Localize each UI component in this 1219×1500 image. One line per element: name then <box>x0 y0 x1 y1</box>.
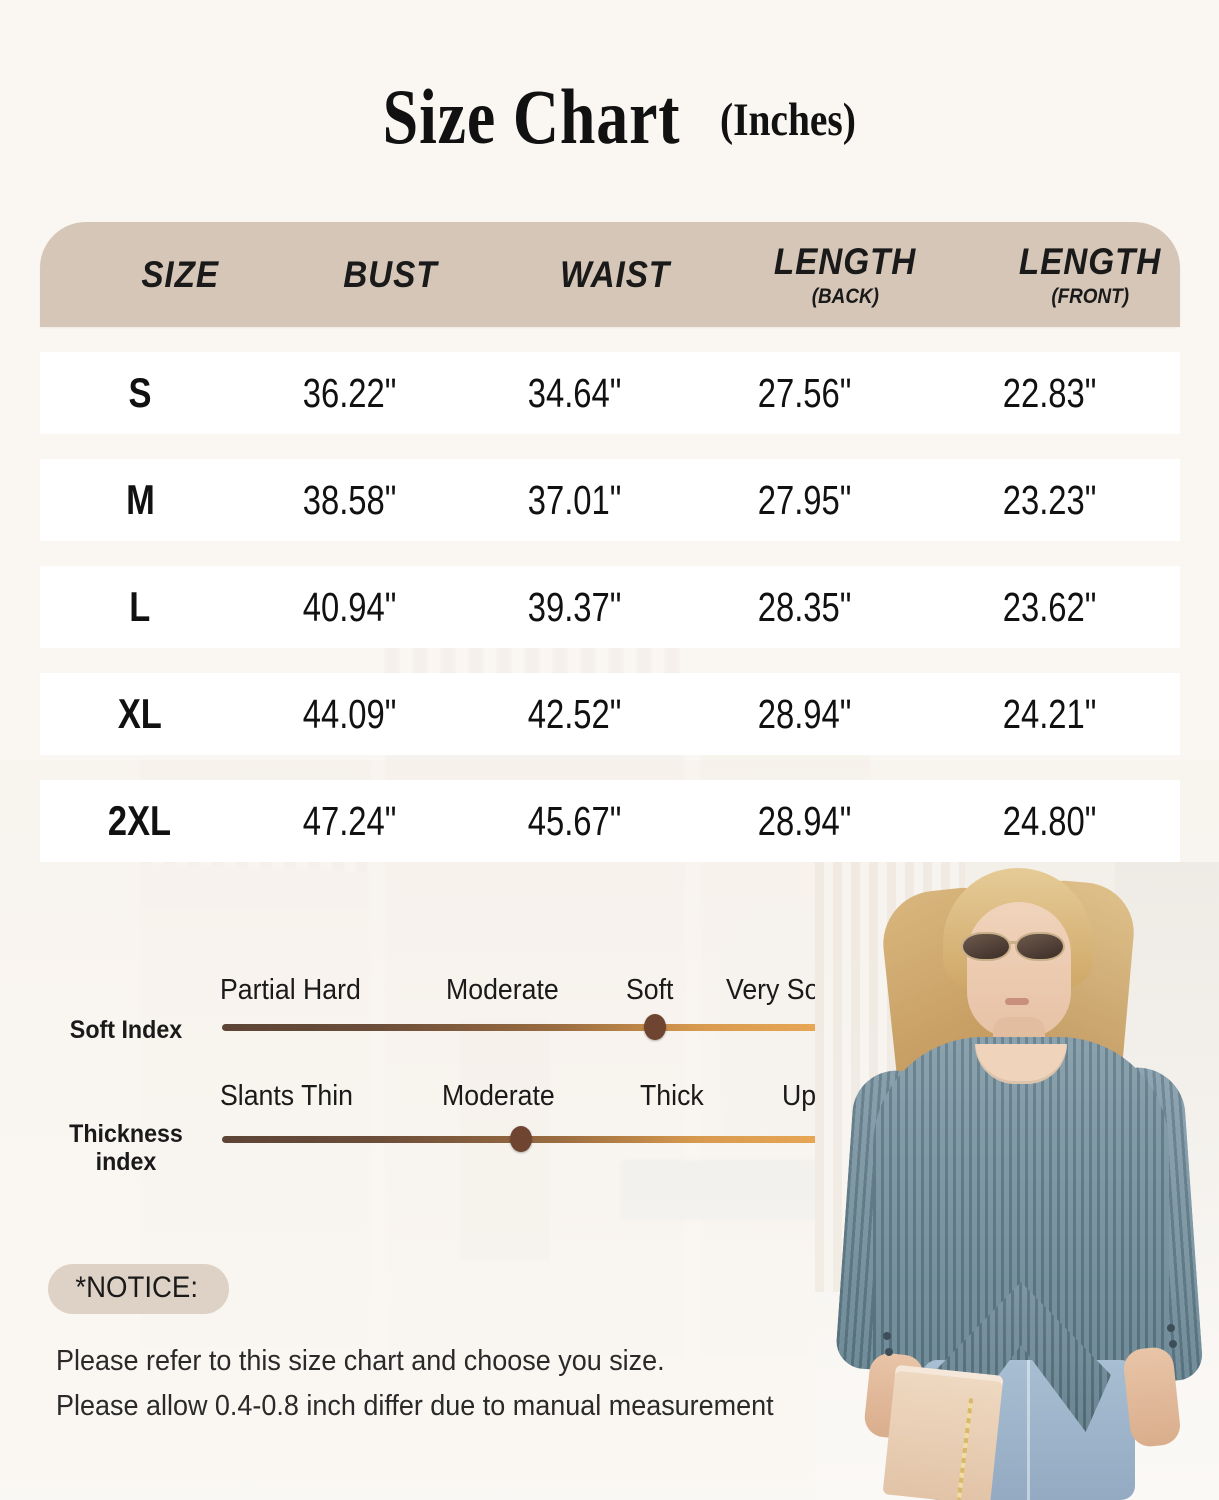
column-header-size: SIZE <box>80 222 280 327</box>
garment-cuff-button <box>1167 1324 1175 1332</box>
cell-length-back: 28.35" <box>758 583 852 630</box>
model-photo <box>815 862 1219 1500</box>
column-header-bust-label: BUST <box>342 253 438 295</box>
thickness-index-ticks: Slants Thin Moderate Thick Upset <box>220 1080 852 1116</box>
cell-size: M <box>125 476 155 523</box>
model-clutch-bag <box>882 1364 1004 1500</box>
notice-line-2: Please allow 0.4-0.8 inch differ due to … <box>56 1390 774 1422</box>
cell-size: S <box>128 369 152 416</box>
table-row: S 36.22" 34.64" 27.56" 22.83" <box>40 352 1180 434</box>
cell-size: L <box>129 583 151 630</box>
thickness-index-tick: Slants Thin <box>220 1080 353 1112</box>
column-header-length-front-sublabel: (FRONT) <box>1051 284 1129 308</box>
column-header-bust: BUST <box>280 222 500 327</box>
cell-length-back: 28.94" <box>758 690 852 737</box>
column-header-length-front: LENGTH (FRONT) <box>960 222 1219 327</box>
soft-index-ticks: Partial Hard Moderate Soft Very Soft <box>220 974 840 1010</box>
cell-bust: 36.22" <box>303 369 397 416</box>
table-row: XL 44.09" 42.52" 28.94" 24.21" <box>40 673 1180 755</box>
thickness-index-tick: Thick <box>640 1080 704 1112</box>
cell-length-front: 24.80" <box>1003 797 1097 844</box>
sunglasses-lens-right <box>1015 932 1065 961</box>
cell-size: 2XL <box>108 797 172 844</box>
cell-length-front: 24.21" <box>1003 690 1097 737</box>
cell-length-back: 27.56" <box>758 369 852 416</box>
table-row: 2XL 47.24" 45.67" 28.94" 24.80" <box>40 780 1180 862</box>
notice-badge: *NOTICE: <box>48 1264 230 1314</box>
notice-line-1: Please refer to this size chart and choo… <box>56 1345 665 1377</box>
page-title: Size Chart (Inches) <box>0 72 1219 162</box>
soft-index-group: Soft Index Partial Hard Moderate Soft Ve… <box>40 968 860 1060</box>
cell-length-front: 23.23" <box>1003 476 1097 523</box>
notice-badge-label: *NOTICE: <box>75 1271 199 1304</box>
cell-bust: 40.94" <box>303 583 397 630</box>
cell-length-front: 22.83" <box>1003 369 1097 416</box>
cell-size: XL <box>117 690 162 737</box>
sunglasses-lens-left <box>961 932 1011 961</box>
model-jeans-seam <box>1027 1360 1030 1500</box>
garment-cuff-button <box>883 1332 891 1340</box>
column-header-length-back: LENGTH (BACK) <box>730 222 960 327</box>
model-face <box>967 902 1071 1038</box>
cell-length-front: 23.62" <box>1003 583 1097 630</box>
cell-length-back: 27.95" <box>758 476 852 523</box>
column-header-size-label: SIZE <box>141 253 219 295</box>
cell-bust: 47.24" <box>303 797 397 844</box>
cell-bust: 38.58" <box>303 476 397 523</box>
fabric-indices: Soft Index Partial Hard Moderate Soft Ve… <box>40 968 860 1176</box>
thickness-index-label-line1: Thickness <box>69 1120 183 1148</box>
thickness-index-group: Thickness index Slants Thin Moderate Thi… <box>40 1072 860 1176</box>
column-header-waist-label: WAIST <box>560 253 670 295</box>
column-header-length-back-label: LENGTH <box>773 240 917 282</box>
notice-text: Please refer to this size chart and choo… <box>56 1345 876 1435</box>
column-header-length-front-label: LENGTH <box>1018 240 1162 282</box>
cell-waist: 39.37" <box>528 583 622 630</box>
thickness-index-slider-knob[interactable] <box>509 1126 532 1152</box>
soft-index-slider-track[interactable] <box>222 1014 834 1040</box>
cell-waist: 34.64" <box>528 369 622 416</box>
thickness-index-label: Thickness index <box>46 1120 206 1176</box>
soft-index-slider-knob[interactable] <box>644 1014 667 1040</box>
column-header-length-back-sublabel: (BACK) <box>811 284 879 308</box>
page-title-main: Size Chart <box>382 73 681 160</box>
column-header-waist: WAIST <box>500 222 730 327</box>
table-header-row: SIZE BUST WAIST LENGTH (BACK) LENGTH (FR… <box>40 222 1180 327</box>
soft-index-tick: Soft <box>626 974 674 1006</box>
cell-waist: 45.67" <box>528 797 622 844</box>
garment-cuff-button <box>1169 1340 1177 1348</box>
thickness-index-label-line2: index <box>95 1148 157 1176</box>
thickness-index-slider-track[interactable] <box>222 1126 834 1152</box>
model-lips <box>1005 998 1029 1005</box>
cell-waist: 42.52" <box>528 690 622 737</box>
model-hand-right <box>1122 1345 1182 1449</box>
cell-bust: 44.09" <box>303 690 397 737</box>
size-table: SIZE BUST WAIST LENGTH (BACK) LENGTH (FR… <box>40 222 1180 862</box>
soft-index-label: Soft Index <box>69 1016 183 1044</box>
cell-length-back: 28.94" <box>758 797 852 844</box>
sunglasses-icon <box>961 932 1077 962</box>
table-row: L 40.94" 39.37" 28.35" 23.62" <box>40 566 1180 648</box>
table-row: M 38.58" 37.01" 27.95" 23.23" <box>40 459 1180 541</box>
soft-index-tick: Moderate <box>446 974 559 1006</box>
page-title-unit: (Inches) <box>720 94 857 146</box>
garment-cuff-button <box>885 1348 893 1356</box>
soft-index-tick: Partial Hard <box>220 974 361 1006</box>
cell-waist: 37.01" <box>528 476 622 523</box>
thickness-index-tick: Moderate <box>442 1080 555 1112</box>
